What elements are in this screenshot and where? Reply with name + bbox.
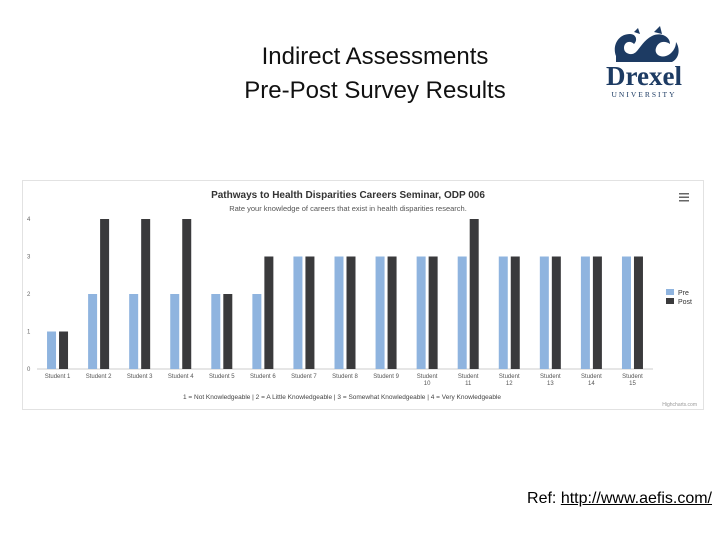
bar-post[interactable] bbox=[223, 294, 233, 369]
y-tick-label: 3 bbox=[27, 255, 31, 261]
reference-link[interactable]: http://www.aefis.com/ bbox=[560, 490, 712, 507]
x-tick-label: Student bbox=[499, 374, 520, 380]
x-tick-label: Student 9 bbox=[373, 374, 399, 380]
x-tick-label: Student 5 bbox=[209, 374, 235, 380]
bar-post[interactable] bbox=[346, 256, 356, 370]
x-tick-label: 12 bbox=[506, 381, 513, 387]
bar-post[interactable] bbox=[305, 256, 315, 370]
bar-chart: Pathways to Health Disparities Careers S… bbox=[27, 190, 697, 408]
hamburger-menu-icon[interactable] bbox=[679, 193, 689, 202]
bar-post[interactable] bbox=[59, 331, 69, 370]
x-tick-label: Student 4 bbox=[168, 374, 194, 380]
bar-pre[interactable] bbox=[621, 256, 631, 370]
bar-pre[interactable] bbox=[170, 294, 180, 369]
x-tick-label: 13 bbox=[547, 381, 554, 387]
x-tick-label: Student 3 bbox=[127, 374, 153, 380]
bar-pre[interactable] bbox=[498, 256, 508, 370]
bar-pre[interactable] bbox=[580, 256, 590, 370]
bar-post[interactable] bbox=[592, 256, 602, 370]
x-tick-label: Student 7 bbox=[291, 374, 317, 380]
logo-wordmark: Drexel bbox=[606, 61, 682, 91]
chart-title: Pathways to Health Disparities Careers S… bbox=[211, 190, 485, 201]
bar-pre[interactable] bbox=[293, 256, 303, 370]
bar-post[interactable] bbox=[510, 256, 520, 370]
dragon-logo-icon bbox=[614, 26, 679, 62]
bar-pre[interactable] bbox=[47, 331, 57, 370]
reference-label: Ref: bbox=[527, 490, 557, 507]
y-tick-label: 2 bbox=[27, 292, 31, 298]
bar-post[interactable] bbox=[469, 219, 479, 369]
legend-item[interactable]: Pre bbox=[678, 290, 689, 297]
bar-pre[interactable] bbox=[539, 256, 549, 370]
bar-post[interactable] bbox=[182, 219, 192, 369]
y-tick-label: 1 bbox=[27, 330, 31, 336]
slide-title-line-2: Pre-Post Survey Results bbox=[244, 77, 506, 104]
x-tick-label: Student 2 bbox=[86, 374, 112, 380]
bar-post[interactable] bbox=[387, 256, 397, 370]
bar-post[interactable] bbox=[633, 256, 643, 370]
slide-title: Indirect Assessments Pre-Post Survey Res… bbox=[180, 40, 570, 108]
bar-pre[interactable] bbox=[88, 294, 98, 369]
bar-pre[interactable] bbox=[334, 256, 344, 370]
x-tick-label: 14 bbox=[588, 381, 595, 387]
bar-pre[interactable] bbox=[375, 256, 385, 370]
x-tick-label: Student 1 bbox=[45, 374, 71, 380]
x-tick-label: Student bbox=[417, 374, 438, 380]
x-tick-label: 10 bbox=[424, 381, 431, 387]
bar-pre[interactable] bbox=[457, 256, 467, 370]
bar-pre[interactable] bbox=[252, 294, 262, 369]
y-tick-label: 4 bbox=[27, 217, 31, 223]
bar-post[interactable] bbox=[264, 256, 274, 370]
x-tick-label: Student bbox=[540, 374, 561, 380]
chart-container: Pathways to Health Disparities Careers S… bbox=[22, 180, 704, 410]
bar-pre[interactable] bbox=[129, 294, 139, 369]
chart-credit: Highcharts.com bbox=[662, 402, 697, 408]
x-tick-label: Student bbox=[581, 374, 602, 380]
y-tick-label: 0 bbox=[27, 367, 31, 373]
bar-pre[interactable] bbox=[211, 294, 221, 369]
bar-post[interactable] bbox=[141, 219, 151, 369]
legend-swatch bbox=[666, 289, 674, 295]
bar-post[interactable] bbox=[428, 256, 438, 370]
logo-subtitle: UNIVERSITY bbox=[611, 90, 677, 99]
x-tick-label: Student bbox=[458, 374, 479, 380]
chart-subtitle: Rate your knowledge of careers that exis… bbox=[229, 204, 467, 213]
chart-caption: 1 = Not Knowledgeable | 2 = A Little Kno… bbox=[183, 394, 501, 401]
bar-post[interactable] bbox=[551, 256, 561, 370]
reference: Ref: http://www.aefis.com/ bbox=[527, 490, 712, 508]
x-tick-label: 11 bbox=[465, 381, 472, 387]
x-tick-label: Student 6 bbox=[250, 374, 276, 380]
bar-pre[interactable] bbox=[416, 256, 426, 370]
x-tick-label: 15 bbox=[629, 381, 636, 387]
bar-post[interactable] bbox=[100, 219, 110, 369]
legend-swatch bbox=[666, 298, 674, 304]
x-tick-label: Student 8 bbox=[332, 374, 358, 380]
slide-title-line-1: Indirect Assessments bbox=[261, 43, 489, 70]
legend-item[interactable]: Post bbox=[678, 299, 692, 306]
x-tick-label: Student bbox=[622, 374, 643, 380]
